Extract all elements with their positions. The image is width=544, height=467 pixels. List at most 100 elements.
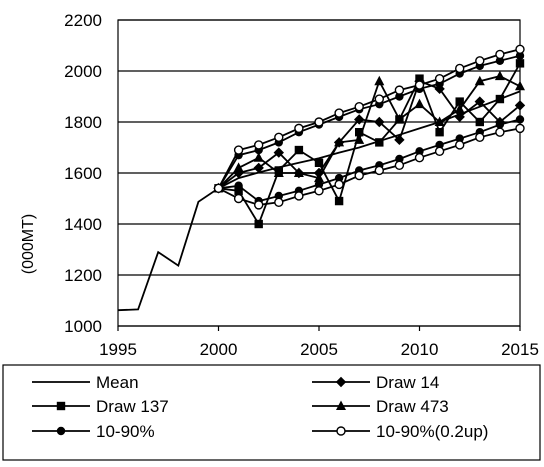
series-10-90-0-2up-7: [213, 44, 525, 194]
data-point: [395, 92, 404, 101]
data-point: [374, 75, 385, 86]
x-tick-label: 1995: [99, 340, 137, 359]
x-tick-label: 2010: [401, 340, 439, 359]
tick-labels: 1000 1200 1400 1600 1800 2000 2200 1995 2000 2005…: [64, 11, 539, 359]
series-mean-0: [118, 90, 521, 312]
legend-label: Mean: [96, 373, 139, 392]
legend-item-draw-137-2: Draw 137: [32, 397, 169, 416]
series-draw-473-3: [213, 70, 525, 193]
data-point: [294, 123, 304, 134]
data-point: [494, 70, 505, 81]
data-point: [495, 127, 505, 137]
y-tick-label: 1600: [64, 164, 102, 183]
data-point: [253, 152, 264, 162]
legend-item-10-90-0-2up-5: 10-90%(0.2up): [312, 422, 488, 441]
data-point: [254, 140, 264, 150]
series-line-draw-14: [217, 80, 521, 190]
y-axis-label: (000MT): [20, 214, 37, 274]
data-point: [314, 186, 324, 196]
data-point: [515, 123, 525, 134]
legend-marker: [335, 376, 347, 388]
series-10-90-5: [214, 51, 525, 193]
data-point: [374, 165, 384, 176]
data-point: [314, 117, 324, 127]
data-point: [374, 116, 385, 128]
legend-label: Draw 14: [376, 373, 439, 392]
x-tick-label: 2000: [200, 340, 238, 359]
data-point: [474, 96, 485, 107]
series-line-10-90-0-2up: [218, 127, 521, 206]
data-point: [314, 172, 324, 183]
data-point: [434, 146, 445, 157]
data-point: [395, 154, 404, 164]
series-group: [118, 44, 526, 312]
data-point: [234, 181, 243, 190]
data-point: [314, 158, 324, 167]
data-point: [455, 134, 464, 143]
data-point: [294, 145, 304, 155]
data-point: [334, 136, 345, 147]
data-point: [455, 140, 465, 150]
legend-item-draw-473-3: Draw 473: [312, 397, 449, 416]
data-point: [314, 180, 324, 189]
data-point: [454, 111, 465, 123]
data-point: [475, 117, 484, 127]
data-point: [515, 80, 525, 91]
data-point: [274, 191, 283, 201]
data-point: [495, 94, 505, 104]
series-line-10-90: [217, 54, 521, 189]
data-point: [294, 191, 304, 201]
data-point: [454, 103, 465, 114]
data-point: [434, 116, 445, 126]
data-point: [515, 59, 525, 68]
data-point: [274, 132, 284, 143]
legend-box: [2, 364, 541, 461]
data-point: [254, 219, 263, 229]
legend-item-draw-14-1: Draw 14: [312, 373, 439, 392]
data-point: [273, 167, 284, 177]
data-point: [253, 162, 264, 174]
y-tick-label: 1400: [64, 215, 102, 234]
data-point: [233, 193, 244, 204]
data-point: [495, 56, 505, 65]
data-point: [415, 74, 424, 83]
series-line-mean: [118, 90, 521, 312]
data-point: [515, 51, 525, 60]
data-point: [394, 85, 405, 95]
legend-item-mean-0: Mean: [32, 373, 139, 392]
data-point: [515, 44, 525, 55]
data-point: [273, 147, 284, 158]
data-point: [435, 128, 444, 137]
data-point: [414, 80, 425, 90]
data-point: [515, 115, 525, 124]
data-point: [394, 113, 405, 124]
legend-label: 10-90%(0.2up): [376, 422, 488, 441]
data-point: [434, 73, 445, 84]
legend-item-10-90-4: 10-90%: [32, 422, 155, 441]
y-tick-label: 1800: [64, 113, 102, 132]
data-point: [233, 145, 244, 155]
data-point: [514, 100, 526, 111]
legend-marker: [56, 426, 66, 436]
data-point: [374, 94, 384, 104]
axes: [117, 19, 521, 331]
data-point: [213, 183, 224, 194]
series-line-10-90-0-2up: [217, 48, 521, 189]
data-point: [414, 152, 425, 163]
legend-label: Draw 473: [376, 397, 449, 416]
y-tick-label: 2200: [64, 11, 102, 30]
series-10-90-0-2up-6: [213, 123, 525, 210]
legend-marker: [336, 400, 346, 410]
data-point: [375, 138, 384, 147]
legend-marker: [56, 401, 66, 411]
data-point: [394, 160, 405, 171]
data-point: [455, 97, 464, 106]
legend-label: 10-90%: [96, 422, 155, 441]
data-point: [254, 200, 264, 210]
data-point: [334, 108, 344, 118]
series-line-draw-137: [218, 62, 521, 227]
data-point: [354, 114, 365, 125]
y-tick-label: 1200: [64, 266, 102, 285]
data-point: [274, 197, 284, 208]
